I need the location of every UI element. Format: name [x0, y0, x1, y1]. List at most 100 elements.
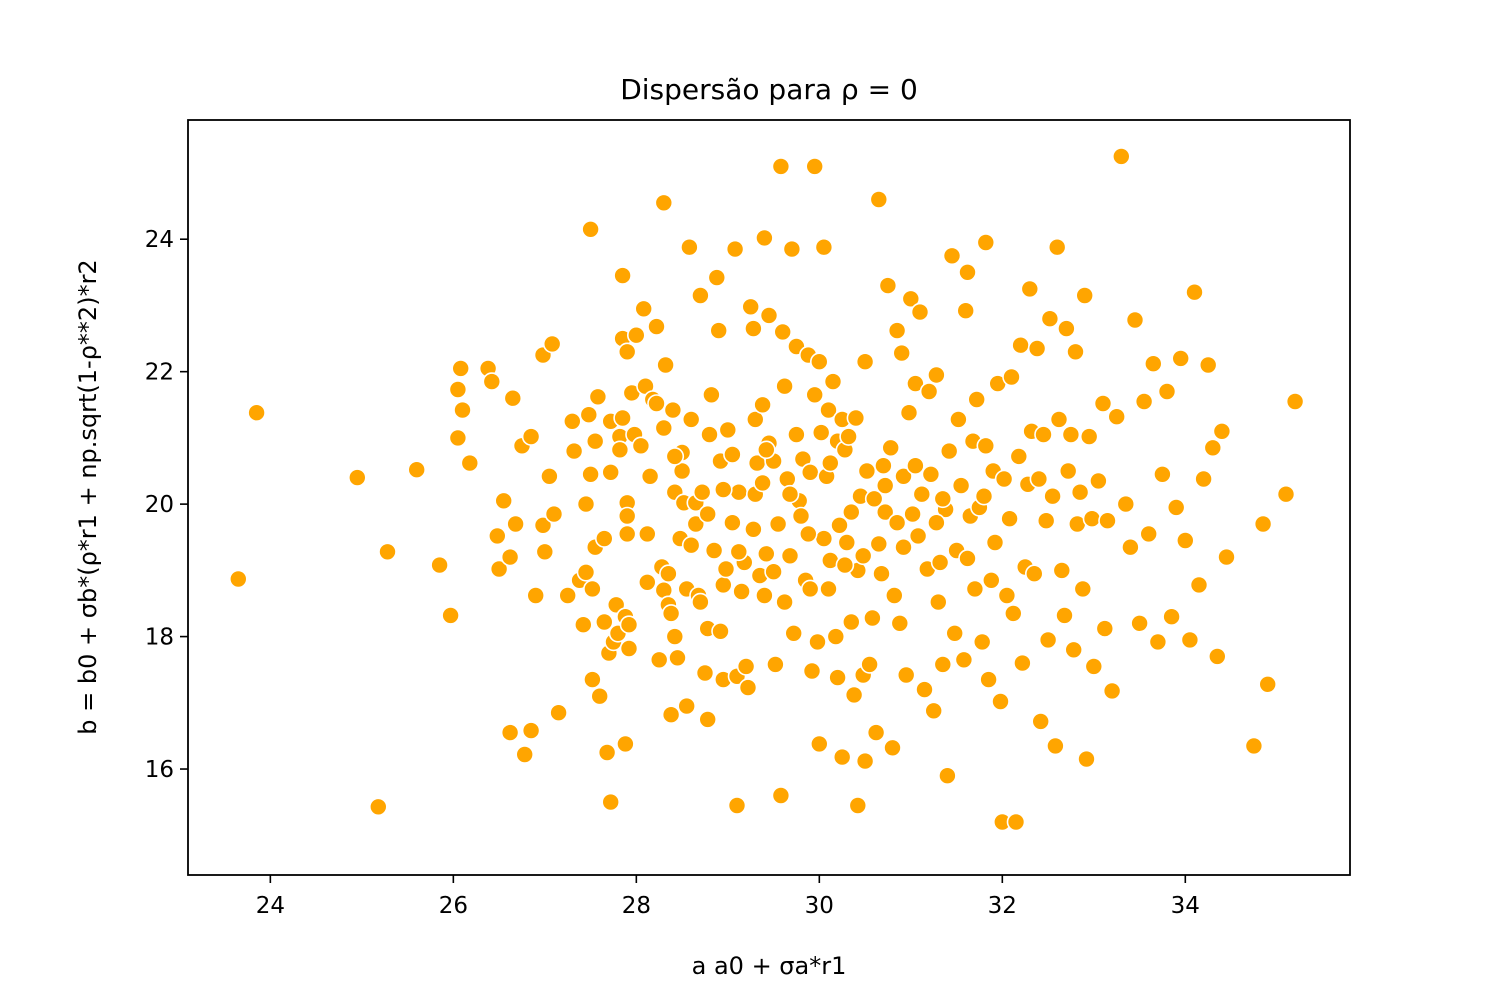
- x-tick-label: 32: [988, 893, 1017, 919]
- data-point: [637, 572, 657, 592]
- data-point: [1055, 606, 1074, 625]
- data-point: [887, 321, 907, 340]
- data-point: [903, 504, 922, 524]
- data-point: [942, 246, 962, 266]
- data-point: [583, 579, 602, 599]
- data-point: [874, 456, 893, 476]
- data-point: [866, 723, 886, 742]
- data-point: [441, 606, 460, 625]
- data-point: [247, 403, 266, 423]
- data-point: [430, 555, 449, 575]
- data-point: [656, 355, 675, 375]
- data-point: [1285, 392, 1305, 411]
- data-point: [576, 494, 596, 514]
- data-point: [771, 786, 791, 805]
- data-point: [755, 228, 774, 248]
- data-point: [979, 670, 998, 689]
- data-point: [967, 390, 987, 409]
- data-point: [590, 686, 610, 706]
- data-point: [617, 342, 637, 362]
- data-point: [780, 546, 800, 566]
- data-point: [617, 506, 637, 526]
- data-point: [791, 506, 811, 526]
- data-point: [848, 796, 868, 815]
- x-tick-label: 30: [805, 893, 834, 919]
- data-point: [500, 723, 520, 742]
- data-point: [823, 372, 843, 391]
- data-point: [771, 157, 791, 176]
- data-point: [744, 519, 763, 539]
- y-axis-label: b = b0 + σb*(ρ*r1 + np.sqrt(1-ρ**2)*r2: [74, 259, 102, 734]
- data-point: [665, 447, 685, 466]
- data-point: [844, 685, 864, 705]
- data-point: [729, 542, 749, 562]
- data-point: [884, 586, 904, 605]
- data-point: [991, 692, 1010, 711]
- data-point: [1009, 447, 1029, 466]
- data-point: [1157, 382, 1177, 401]
- data-point: [583, 670, 602, 689]
- data-point: [974, 486, 994, 506]
- data-point: [1098, 511, 1117, 531]
- data-point: [544, 504, 564, 524]
- data-point: [1070, 482, 1090, 502]
- data-point: [725, 239, 745, 259]
- data-point: [802, 661, 822, 681]
- data-point: [1061, 425, 1081, 444]
- data-point: [912, 484, 932, 504]
- data-point: [872, 564, 891, 584]
- data-point: [910, 302, 930, 322]
- data-point: [1049, 410, 1069, 429]
- data-point: [869, 534, 889, 554]
- data-point: [601, 462, 621, 482]
- data-point: [581, 220, 600, 239]
- data-point: [448, 428, 468, 448]
- data-point: [753, 395, 772, 415]
- data-point: [777, 469, 797, 489]
- data-point: [229, 569, 248, 589]
- data-point: [649, 650, 669, 670]
- data-point: [1057, 319, 1076, 338]
- data-point: [487, 526, 507, 546]
- data-point: [764, 562, 783, 582]
- data-point: [1194, 469, 1213, 489]
- data-point: [756, 440, 776, 460]
- data-point: [1185, 282, 1204, 302]
- data-point: [938, 766, 957, 786]
- data-point: [894, 537, 913, 557]
- data-point: [881, 438, 901, 458]
- x-tick-label: 26: [439, 893, 468, 919]
- data-point: [533, 515, 553, 535]
- data-point: [800, 579, 820, 599]
- data-point: [686, 514, 706, 534]
- data-point: [1276, 484, 1296, 504]
- data-point: [1002, 367, 1021, 387]
- data-point: [1043, 486, 1062, 506]
- data-point: [841, 502, 861, 522]
- data-point: [915, 680, 934, 699]
- data-point: [1000, 509, 1019, 529]
- data-point: [711, 621, 730, 641]
- data-point: [613, 408, 632, 428]
- data-point: [1116, 494, 1136, 514]
- data-point: [981, 570, 1001, 590]
- data-point: [1253, 514, 1273, 534]
- data-point: [828, 668, 847, 687]
- data-point: [665, 627, 685, 646]
- y-tick-label: 18: [145, 625, 174, 651]
- data-point: [579, 405, 599, 425]
- data-point: [890, 613, 910, 633]
- data-point: [1203, 438, 1223, 458]
- data-point: [787, 425, 806, 444]
- data-point: [956, 301, 976, 321]
- data-point: [1084, 657, 1104, 676]
- data-point: [972, 632, 992, 652]
- data-point: [626, 325, 646, 345]
- data-point: [460, 453, 480, 473]
- data-point: [1189, 575, 1209, 595]
- data-point: [494, 491, 514, 511]
- data-point: [1258, 674, 1277, 694]
- data-point: [1089, 471, 1108, 491]
- data-point: [775, 376, 794, 396]
- data-point: [663, 400, 683, 420]
